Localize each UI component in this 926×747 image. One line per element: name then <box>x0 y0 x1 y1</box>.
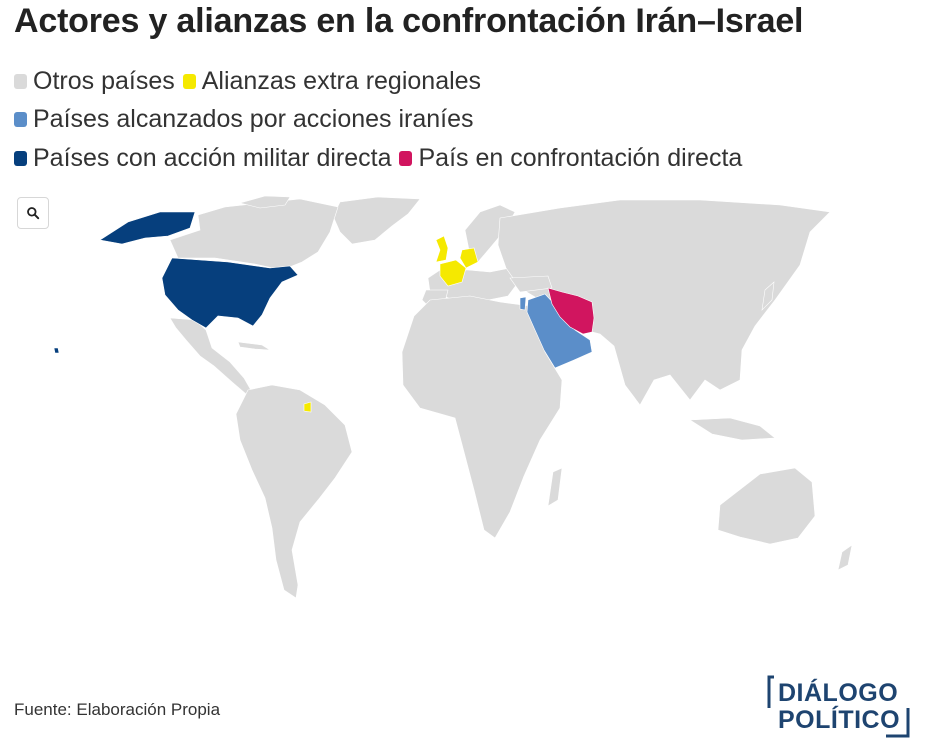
legend-item-alcanzados[interactable]: Países alcanzados por acciones iraníes <box>14 105 474 134</box>
direct-military-action <box>53 211 299 354</box>
legend-label-alianzas: Alianzas extra regionales <box>201 66 482 95</box>
region-mexico[interactable] <box>169 317 253 395</box>
region-french-guiana[interactable] <box>303 401 312 413</box>
region-indonesia[interactable] <box>689 417 776 441</box>
chart-title: Actores y alianzas en la confrontación I… <box>14 2 804 40</box>
extra-regional-alliances <box>303 235 479 413</box>
legend-item-accion-directa[interactable]: Países con acción militar directa <box>14 144 391 173</box>
legend-item-otros[interactable]: Otros países <box>14 67 175 96</box>
region-iran[interactable] <box>547 287 595 335</box>
region-israel[interactable] <box>519 296 527 311</box>
region-arctic-islands[interactable] <box>238 195 291 209</box>
region-germany[interactable] <box>459 247 479 269</box>
region-alaska[interactable] <box>99 211 196 245</box>
legend-item-alianzas[interactable]: Alianzas extra regionales <box>182 66 482 96</box>
region-hawaii[interactable] <box>53 347 60 354</box>
legend-label-confrontacion: País en confrontación directa <box>418 143 743 172</box>
direct-confrontation <box>547 287 595 335</box>
region-united-states[interactable] <box>161 257 299 329</box>
region-canada[interactable] <box>169 198 339 271</box>
region-madagascar[interactable] <box>547 467 563 507</box>
region-france[interactable] <box>439 259 467 287</box>
source-note: Fuente: Elaboración Propia <box>14 700 221 719</box>
legend-swatch-confrontacion <box>399 150 413 166</box>
legend-label-otros: Otros países <box>33 66 175 95</box>
logo-line-1: DIÁLOGO <box>778 679 899 707</box>
logo-line-2: POLÍTICO <box>778 706 901 734</box>
region-south-america[interactable] <box>235 384 353 599</box>
world-map[interactable] <box>0 185 926 615</box>
region-united-kingdom[interactable] <box>435 235 449 263</box>
other-countries <box>169 195 853 599</box>
legend-swatch-alianzas <box>182 73 196 89</box>
legend-swatch-otros <box>14 73 27 89</box>
region-japan[interactable] <box>761 281 775 311</box>
legend-row-3: Países con acción militar directa País e… <box>14 139 750 178</box>
legend-row-2: Países alcanzados por acciones iraníes <box>14 101 750 140</box>
legend: Otros países Alianzas extra regionales P… <box>14 62 750 178</box>
logo-brackets <box>767 675 910 738</box>
legend-row-1: Otros países Alianzas extra regionales <box>14 62 750 101</box>
region-caribbean[interactable] <box>237 341 271 351</box>
region-australia[interactable] <box>717 467 816 545</box>
legend-item-confrontacion[interactable]: País en confrontación directa <box>399 144 742 173</box>
legend-label-accion-directa: Países con acción militar directa <box>33 143 392 172</box>
zoom-button[interactable] <box>17 197 49 229</box>
region-greenland[interactable] <box>332 196 421 245</box>
search-icon <box>27 207 40 220</box>
legend-swatch-accion-directa <box>14 150 27 166</box>
dialogo-politico-logo[interactable]: DIÁLOGO POLÍTICO <box>766 674 916 740</box>
legend-swatch-alcanzados <box>14 112 27 128</box>
region-turkey[interactable] <box>509 275 553 293</box>
region-new-zealand[interactable] <box>837 544 853 571</box>
legend-label-alcanzados: Países alcanzados por acciones iraníes <box>33 105 474 134</box>
